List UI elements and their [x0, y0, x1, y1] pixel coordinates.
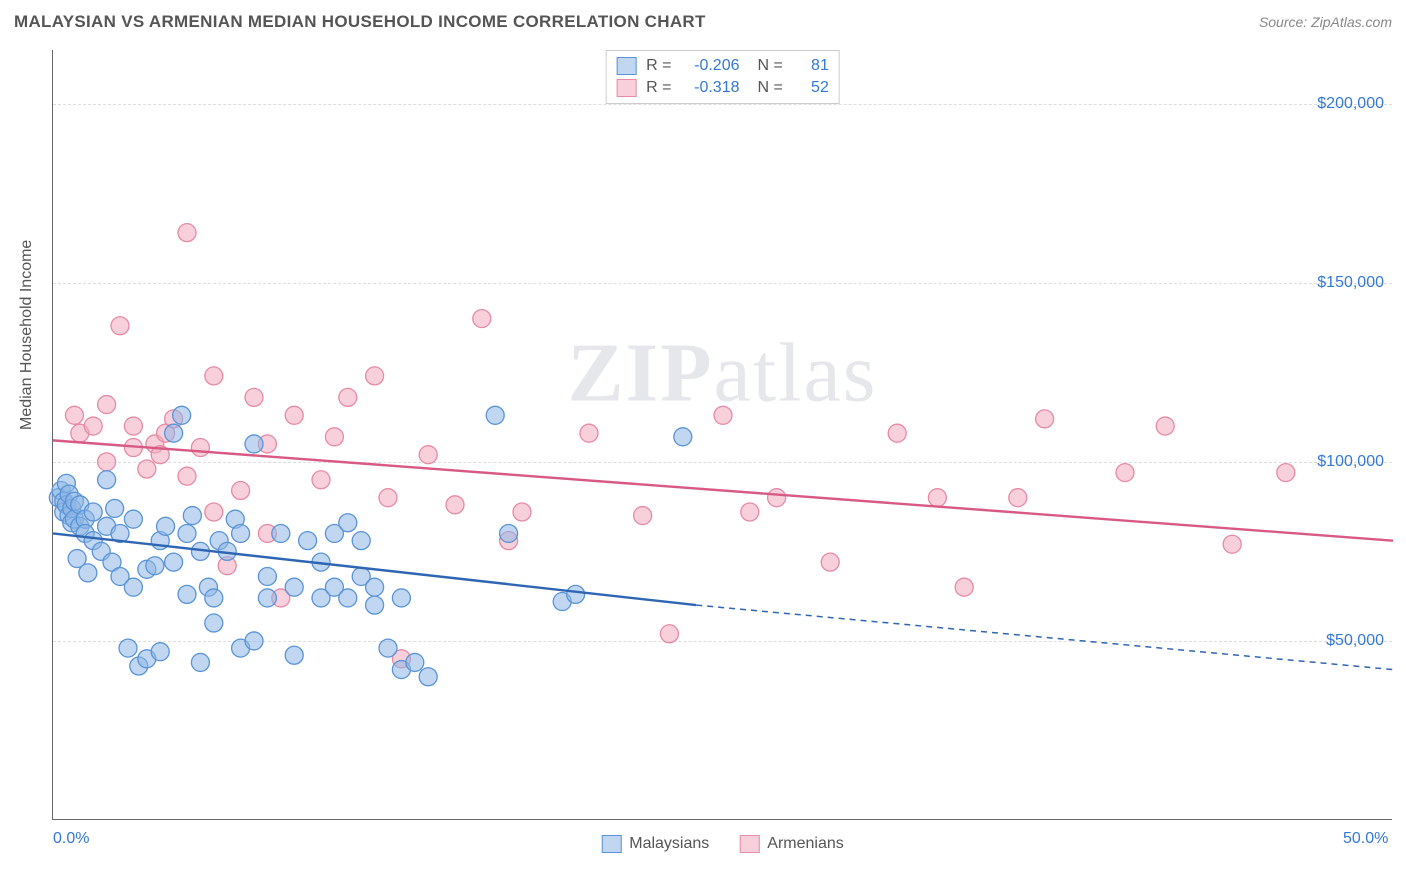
- scatter-svg: [53, 50, 1392, 819]
- header: MALAYSIAN VS ARMENIAN MEDIAN HOUSEHOLD I…: [14, 12, 1392, 32]
- chart-container: MALAYSIAN VS ARMENIAN MEDIAN HOUSEHOLD I…: [0, 0, 1406, 892]
- x-tick-label: 0.0%: [53, 830, 89, 848]
- chart-title: MALAYSIAN VS ARMENIAN MEDIAN HOUSEHOLD I…: [14, 12, 706, 32]
- r-value-armenians: -0.318: [678, 79, 740, 97]
- swatch-armenians: [616, 79, 636, 97]
- legend-row-malaysians: R = -0.206 N = 81: [616, 55, 829, 77]
- r-value-malaysians: -0.206: [678, 57, 740, 75]
- n-value-armenians: 52: [789, 79, 829, 97]
- legend-item-armenians: Armenians: [739, 835, 843, 853]
- correlation-legend: R = -0.206 N = 81 R = -0.318 N = 52: [605, 50, 840, 104]
- x-tick-label: 50.0%: [1343, 830, 1388, 848]
- series-legend: Malaysians Armenians: [601, 835, 844, 853]
- plot-area: ZIPatlas $50,000$100,000$150,000$200,000…: [52, 50, 1392, 820]
- legend-row-armenians: R = -0.318 N = 52: [616, 77, 829, 99]
- legend-item-malaysians: Malaysians: [601, 835, 709, 853]
- swatch-armenians-b: [739, 835, 759, 853]
- source-label: Source: ZipAtlas.com: [1259, 14, 1392, 30]
- n-value-malaysians: 81: [789, 57, 829, 75]
- y-axis-title: Median Household Income: [18, 240, 36, 430]
- swatch-malaysians: [616, 57, 636, 75]
- swatch-malaysians-b: [601, 835, 621, 853]
